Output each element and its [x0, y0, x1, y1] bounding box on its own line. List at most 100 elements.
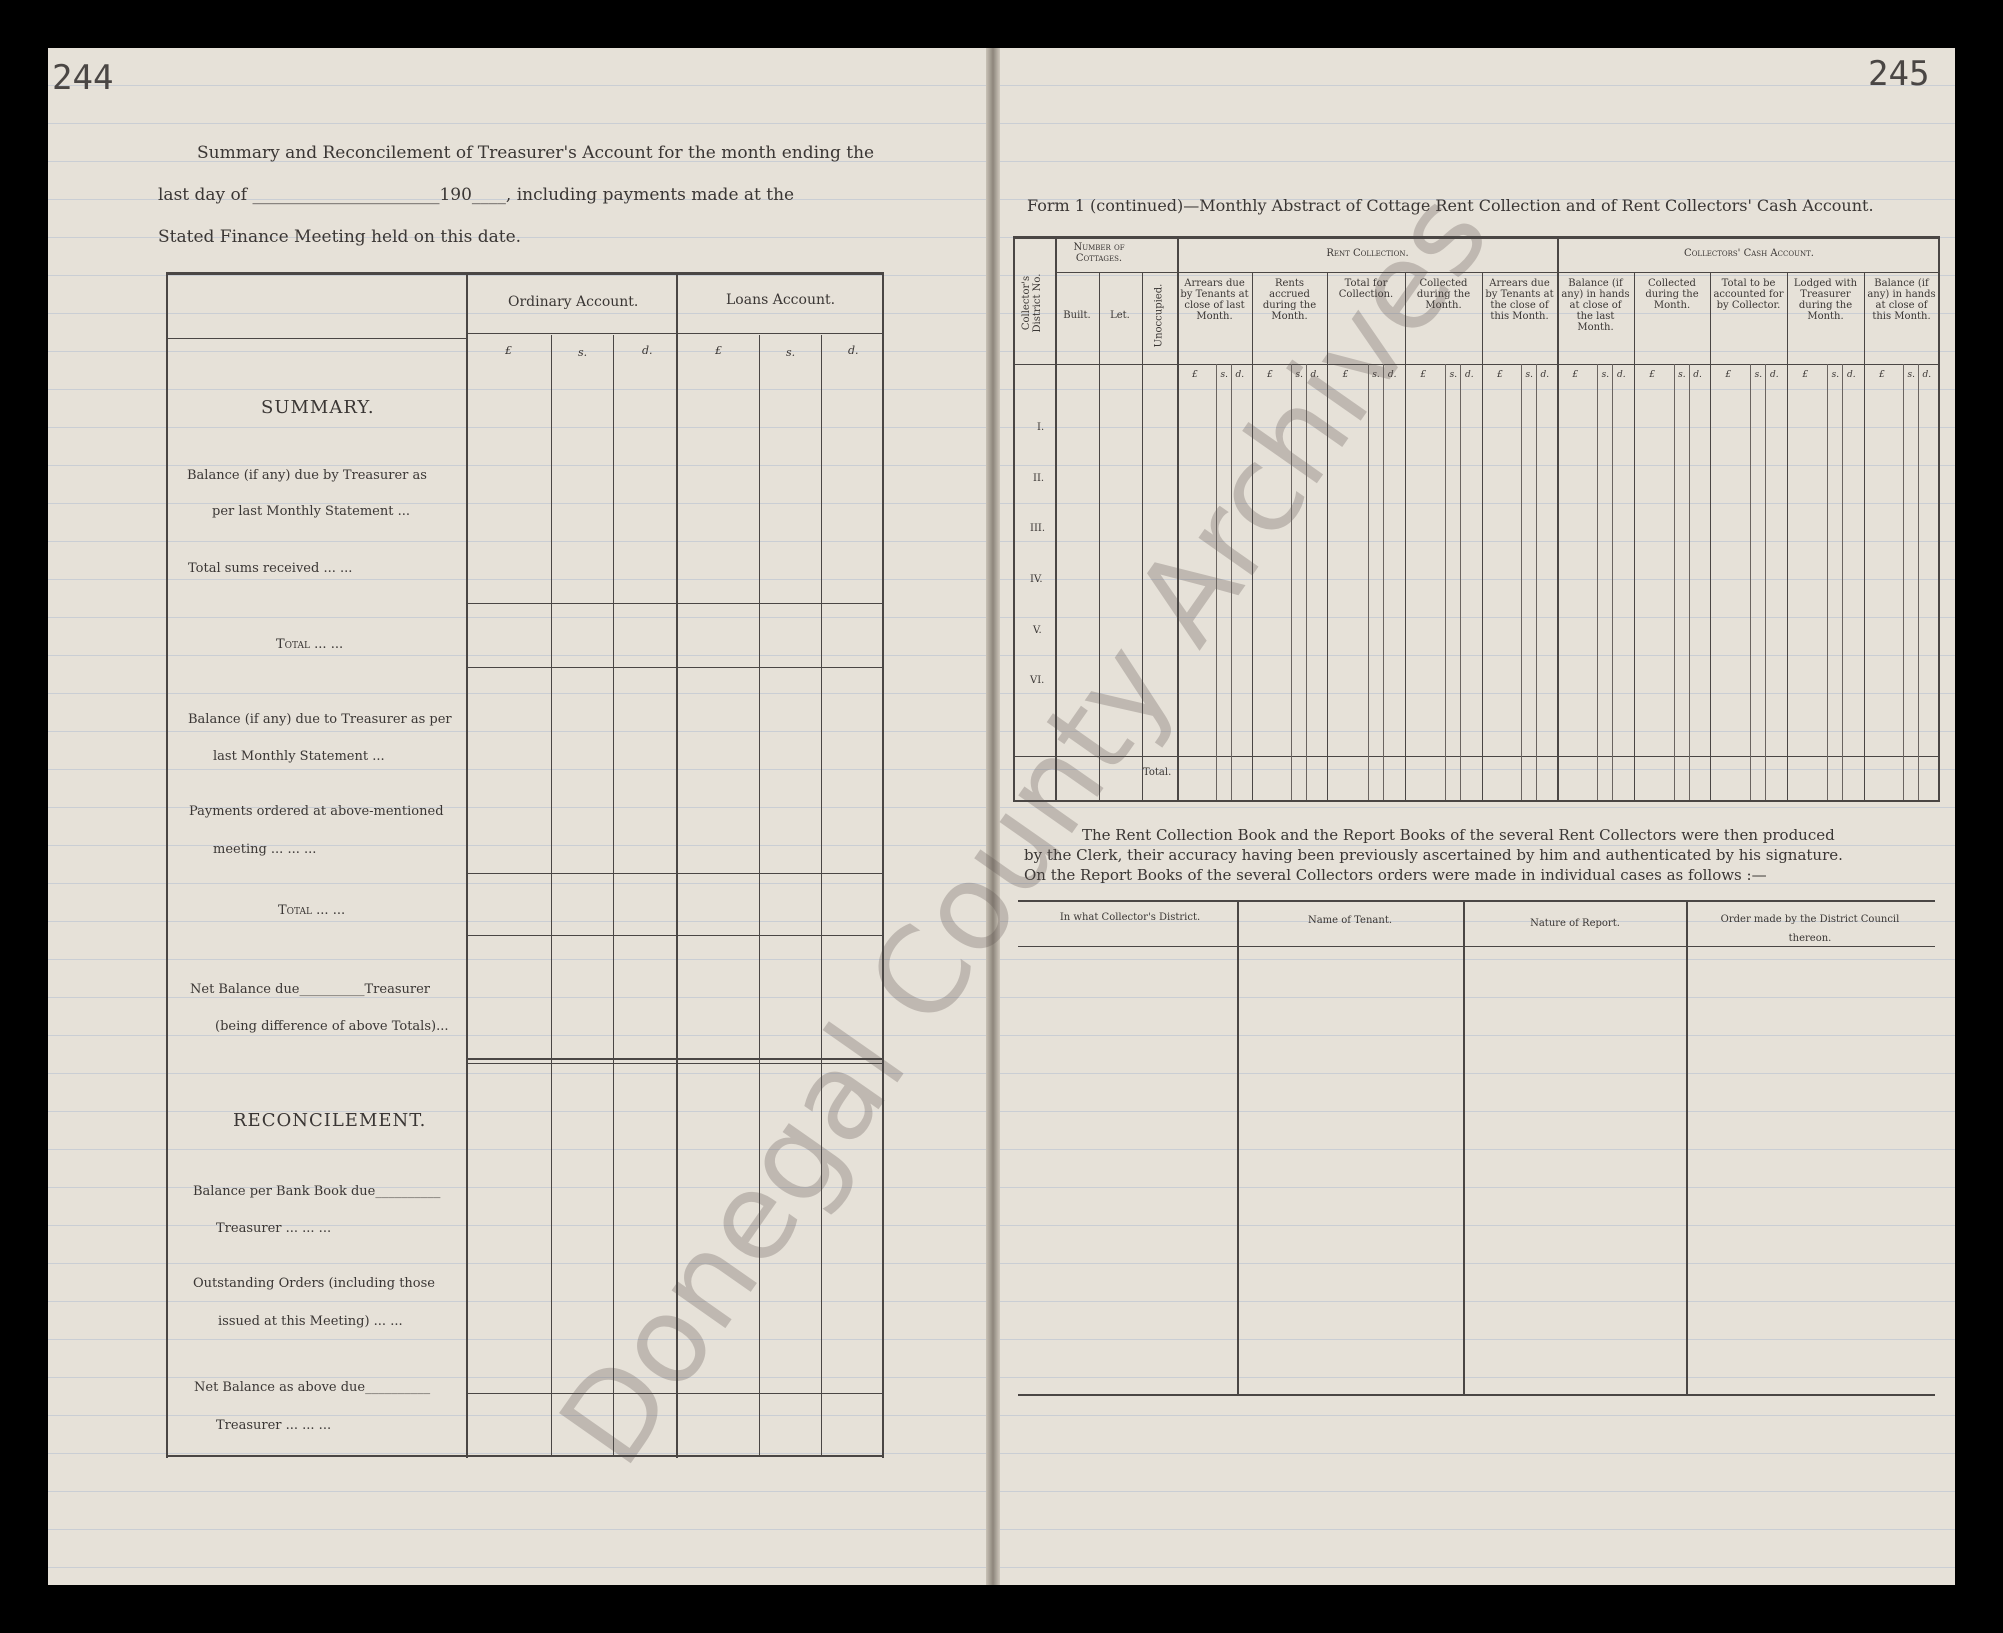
rule-line: [1367, 364, 1369, 800]
row-label: per last Monthly Statement ...: [212, 504, 410, 519]
district-row-label: IV.: [1030, 574, 1043, 585]
heading-line-1: Summary and Reconcilement of Treasurer's…: [197, 143, 875, 163]
currency-label: £: [505, 344, 512, 357]
rule-line: [1142, 272, 1143, 800]
money-column-header: Total for Collection.: [1338, 278, 1394, 300]
paragraph-line-2: by the Clerk, their accuracy having been…: [1024, 846, 1843, 864]
rule-line: [1688, 364, 1690, 800]
rule-line: [1864, 272, 1865, 800]
rule-line: [1177, 236, 1179, 802]
currency-label: £: [1192, 370, 1198, 380]
rule-line: [1216, 364, 1217, 800]
rule-line: [466, 1063, 884, 1064]
rule-line: [1099, 272, 1100, 800]
row-label: Balance (if any) due by Treasurer as: [187, 468, 427, 483]
rule-line: [551, 335, 552, 1457]
rule-line: [1327, 272, 1328, 800]
currency-label: £: [1802, 370, 1809, 380]
group-header-rent-collection: Rent Collection.: [1326, 248, 1409, 259]
column-header-built: Built.: [1063, 310, 1091, 321]
rule-line: [1634, 272, 1635, 800]
rule-line: [1013, 364, 1940, 365]
page-number-right: 245: [1868, 54, 1930, 94]
row-label: Balance (if any) due to Treasurer as per: [188, 712, 452, 727]
row-label: last Monthly Statement ...: [213, 749, 385, 764]
currency-label: s.: [1831, 370, 1840, 380]
row-label: Treasurer ... ... ...: [216, 1221, 332, 1236]
summary-title: SUMMARY.: [261, 397, 375, 418]
rule-line: [1460, 364, 1462, 800]
currency-label: £: [1879, 370, 1885, 380]
rule-line: [166, 1455, 884, 1457]
rule-line: [466, 272, 468, 1458]
currency-label: d.: [1922, 370, 1932, 380]
row-label: Net Balance due__________Treasurer: [190, 982, 430, 997]
currency-label: £: [1420, 370, 1427, 380]
row-label: meeting ... ... ...: [213, 842, 317, 857]
rule-line: [1445, 364, 1447, 800]
rule-line: [1673, 364, 1675, 800]
rule-line: [466, 873, 884, 874]
currency-label: d.: [1540, 370, 1550, 380]
row-label: (being difference of above Totals)...: [215, 1019, 449, 1034]
currency-label: £: [715, 344, 722, 357]
rule-line: [466, 333, 884, 334]
row-label: Net Balance as above due__________: [194, 1380, 431, 1395]
district-row-label: VI.: [1030, 675, 1045, 686]
rule-line: [1018, 1394, 1935, 1396]
form-title: Form 1 (continued)—Monthly Abstract of C…: [1027, 196, 1874, 215]
rule-line: [1787, 272, 1788, 800]
paragraph-line-1: The Rent Collection Book and the Report …: [1082, 826, 1835, 844]
column-header-unoccupied: Unoccupied.: [1153, 283, 1165, 348]
rule-line: [821, 335, 822, 1457]
currency-label: d.: [642, 344, 653, 357]
money-column-header: Arrears due by Tenants at close of last …: [1180, 278, 1249, 322]
orders-header-district: In what Collector's District.: [1059, 912, 1201, 923]
money-column-header: Balance (if any) in hands at close of th…: [1561, 278, 1630, 333]
money-column-header: Rents accrued during the Month.: [1262, 278, 1317, 322]
currency-label: d.: [1235, 370, 1245, 380]
currency-label: d.: [1465, 370, 1474, 380]
orders-header-tenant: Name of Tenant.: [1307, 915, 1393, 926]
row-label: Treasurer ... ... ...: [216, 1418, 332, 1433]
district-row-label: III.: [1030, 523, 1046, 534]
row-label: Payments ordered at above-mentioned: [189, 804, 444, 819]
ordinary-account-header: Ordinary Account.: [508, 294, 639, 310]
column-header-let: Let.: [1110, 310, 1130, 321]
loans-account-header: Loans Account.: [726, 292, 836, 308]
rule-line: [466, 603, 884, 604]
district-header: Collector's District No.: [1021, 273, 1043, 333]
currency-label: d.: [1387, 370, 1397, 380]
currency-label: s.: [1372, 370, 1380, 380]
heading-line-2: last day of ______________________190___…: [158, 185, 795, 205]
total-label: Total ... ...: [278, 903, 346, 918]
rule-line: [166, 272, 168, 1458]
rule-line: [166, 338, 466, 339]
row-label: Balance per Bank Book due__________: [193, 1184, 441, 1199]
rule-line: [466, 1393, 884, 1394]
currency-label: £: [1497, 370, 1503, 380]
district-row-label: V.: [1033, 625, 1042, 636]
currency-label: s.: [578, 346, 588, 359]
currency-label: s.: [1525, 370, 1533, 380]
currency-label: s.: [1754, 370, 1763, 380]
currency-label: d.: [1693, 370, 1702, 380]
rule-line: [1013, 236, 1940, 239]
total-row-label: Total.: [1143, 767, 1172, 778]
rule-line: [1405, 272, 1406, 800]
district-row-label: II.: [1033, 473, 1045, 484]
rule-line: [676, 272, 678, 1458]
rule-line: [1918, 364, 1919, 800]
rule-line: [1291, 364, 1292, 800]
currency-label: d.: [1310, 370, 1320, 380]
total-label: Total ... ...: [276, 637, 344, 652]
currency-label: s.: [1220, 370, 1228, 380]
rule-line: [1383, 364, 1385, 800]
rule-line: [466, 1058, 884, 1060]
currency-label: £: [1649, 370, 1655, 380]
currency-label: £: [1267, 370, 1273, 380]
orders-header-report: Nature of Report.: [1530, 918, 1620, 929]
row-label: Total sums received ... ...: [188, 561, 353, 576]
rule-line: [1055, 272, 1938, 273]
money-column-header: Collected during the Month.: [1645, 278, 1699, 311]
